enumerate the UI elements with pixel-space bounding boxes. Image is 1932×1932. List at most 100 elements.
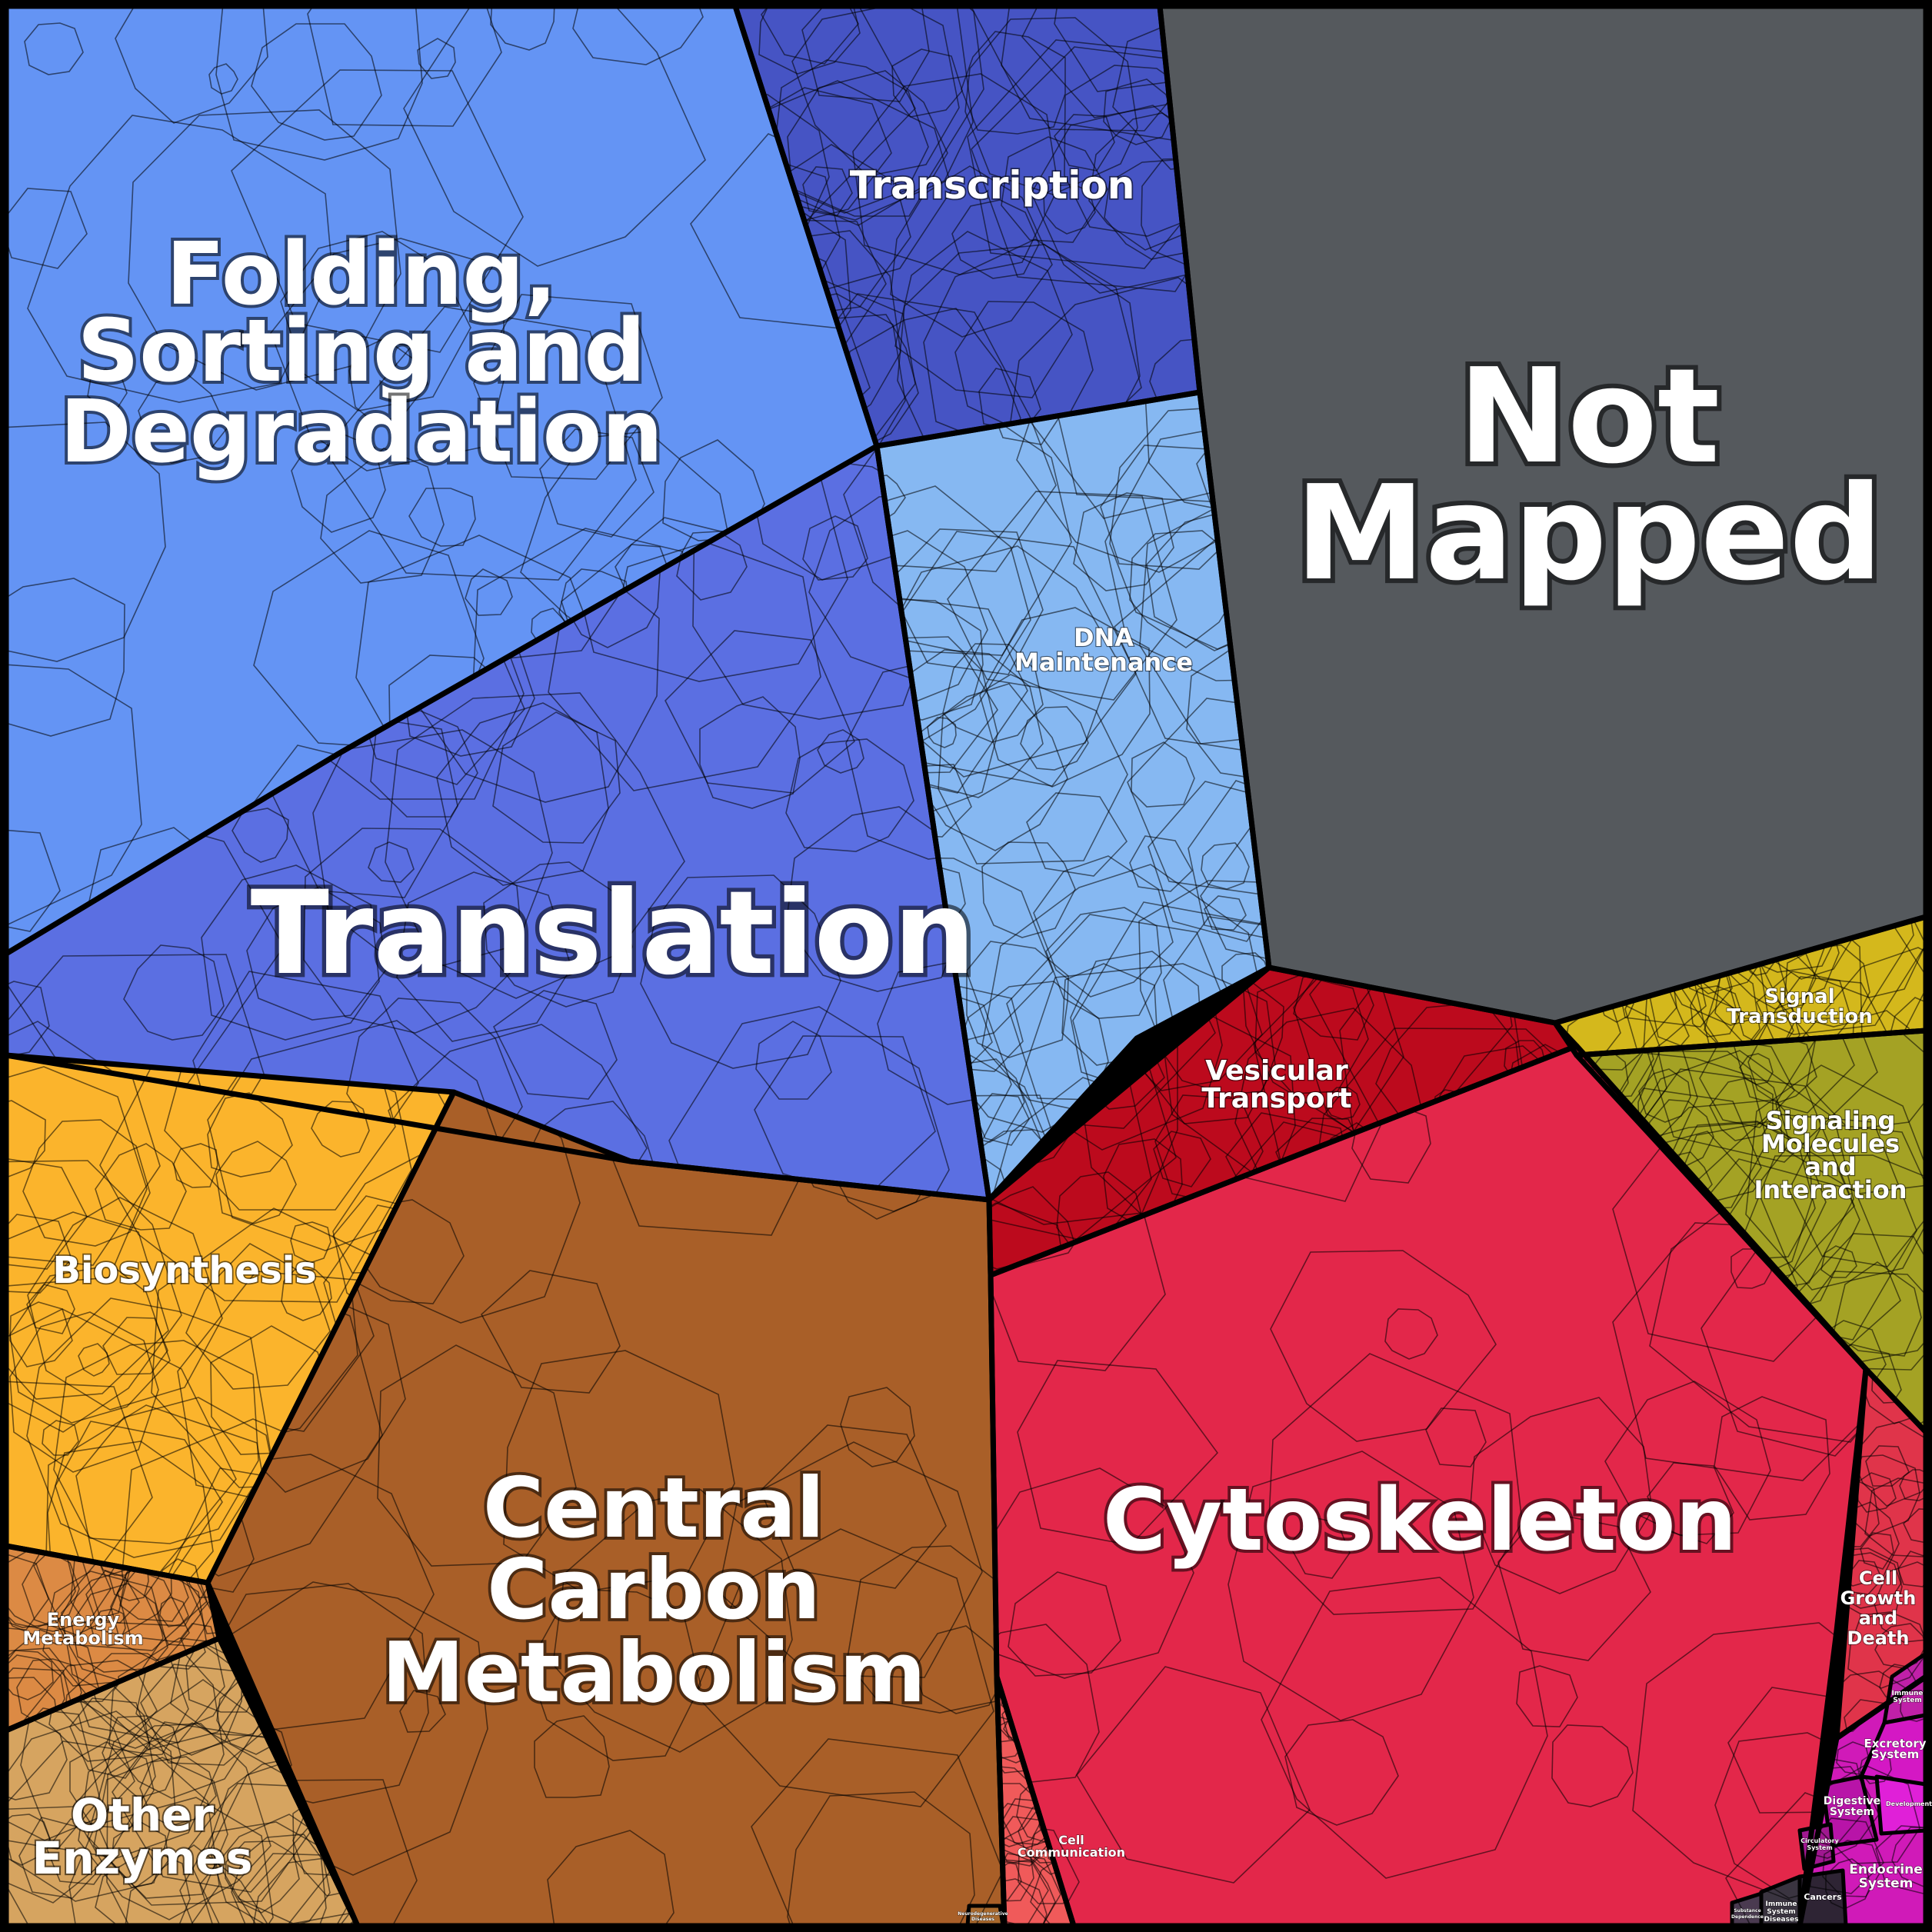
sub-cell <box>492 990 618 1100</box>
sub-cell <box>1200 828 1269 965</box>
cell-growth-label: and <box>1859 1607 1897 1629</box>
cell-growth-label: Cell <box>1859 1567 1897 1589</box>
endocrine-system-label: System <box>1859 1876 1914 1891</box>
sub-cell <box>6 1160 182 1433</box>
sub-cell <box>1103 78 1174 145</box>
folding-label: Folding, <box>166 225 557 325</box>
sub-cell <box>1261 1577 1548 1879</box>
sub-cell <box>307 6 502 127</box>
sub-cell <box>6 1647 107 1730</box>
sub-cell <box>251 1856 358 1926</box>
sub-cell <box>989 1202 1065 1275</box>
immune-system-label: System <box>1893 1697 1922 1704</box>
sub-cell <box>123 944 225 1041</box>
sub-cell <box>1020 706 1089 771</box>
sub-cell <box>1254 974 1369 1094</box>
sub-cell <box>1425 1407 1487 1467</box>
sub-cell <box>6 660 142 928</box>
sub-cell <box>890 165 1053 338</box>
sub-cell <box>1114 538 1269 759</box>
sub-cell <box>1043 184 1096 235</box>
sub-cell <box>231 69 524 353</box>
sub-cell <box>480 1270 621 1394</box>
sub-cell <box>548 535 821 791</box>
sub-cell <box>251 23 382 141</box>
sub-cell <box>1139 497 1269 744</box>
sub-cell <box>1784 944 1870 1028</box>
sub-cell <box>6 1690 135 1841</box>
sub-cell <box>6 1638 158 1812</box>
vesicular-label: Transport <box>1201 1083 1351 1114</box>
sub-cell <box>923 238 1142 446</box>
endocrine-system-label: Endocrine <box>1849 1862 1922 1877</box>
substance-dependence-label: Dependence <box>1731 1914 1764 1920</box>
sub-cell <box>1860 1532 1894 1570</box>
sub-cell <box>760 1424 947 1589</box>
cell-communication-label: Cell <box>1058 1833 1084 1847</box>
sub-cell <box>70 1546 172 1636</box>
sub-cell <box>71 1583 164 1673</box>
sub-cell <box>6 1211 169 1400</box>
other-enzymes-label: Other <box>71 1789 215 1841</box>
circulatory-system-label: System <box>1807 1844 1832 1851</box>
sub-cell <box>787 1791 975 1926</box>
sub-cell <box>6 1650 54 1700</box>
excretory-system-label: Excretory <box>1864 1737 1926 1750</box>
cytoskeleton-label: Cytoskeleton <box>1103 1471 1737 1571</box>
sub-cell <box>802 515 868 581</box>
sub-cell <box>95 1848 191 1926</box>
sub-cell <box>695 1528 994 1807</box>
sub-cell <box>403 6 706 267</box>
sub-cell <box>966 941 1069 1058</box>
sub-cell <box>852 73 1059 275</box>
sub-cell <box>1326 1087 1361 1120</box>
sub-cell <box>1017 1360 1219 1546</box>
sub-cell <box>877 636 998 822</box>
sub-cell <box>281 1269 332 1321</box>
sub-cell <box>1470 1397 1653 1594</box>
sub-cell <box>1837 1474 1880 1547</box>
sub-cell <box>894 231 1073 398</box>
sub-cell <box>997 1837 1034 1902</box>
not-mapped-label: Not <box>1458 341 1720 493</box>
sub-cell <box>9 1311 159 1473</box>
sub-cell <box>961 31 1066 135</box>
sub-cell <box>1874 1561 1926 1643</box>
sub-cell <box>122 1844 268 1926</box>
sub-cell <box>785 738 914 852</box>
sub-cell <box>1104 418 1269 681</box>
sub-cell <box>964 17 1138 195</box>
sub-cell <box>465 568 513 616</box>
sub-cell <box>1129 835 1194 892</box>
sub-cell <box>69 1741 155 1829</box>
sub-cell <box>1033 855 1174 998</box>
sub-cell <box>640 874 841 1069</box>
sub-cell <box>1127 698 1269 898</box>
development-label: Development <box>1886 1800 1932 1807</box>
cancers-label: Cancers <box>1804 1892 1842 1902</box>
circulatory-system-label: Circulatory <box>1800 1837 1839 1844</box>
sub-cell <box>215 6 423 161</box>
sub-cell <box>1875 1825 1926 1896</box>
sub-cell <box>6 188 88 269</box>
sub-cell <box>1788 1123 1926 1267</box>
sub-cell <box>27 115 333 403</box>
sub-cell <box>215 1141 297 1224</box>
sub-cell <box>735 293 906 446</box>
sub-cell <box>1847 1611 1926 1689</box>
sub-cell <box>528 1588 701 1761</box>
sub-cell <box>1149 338 1200 416</box>
sub-cell <box>385 692 685 999</box>
sub-cell <box>1148 781 1269 942</box>
sub-cell <box>152 1638 206 1670</box>
sub-cell <box>877 593 1028 794</box>
sub-cell <box>1284 1719 1399 1826</box>
sub-cell <box>1076 1666 1311 1884</box>
sub-cell <box>989 968 1216 1129</box>
sub-cell <box>290 1221 331 1264</box>
sub-cell <box>1700 1242 1866 1457</box>
sub-cell <box>6 1554 49 1631</box>
sub-cell <box>1153 1131 1211 1188</box>
sub-cell <box>108 1640 261 1799</box>
